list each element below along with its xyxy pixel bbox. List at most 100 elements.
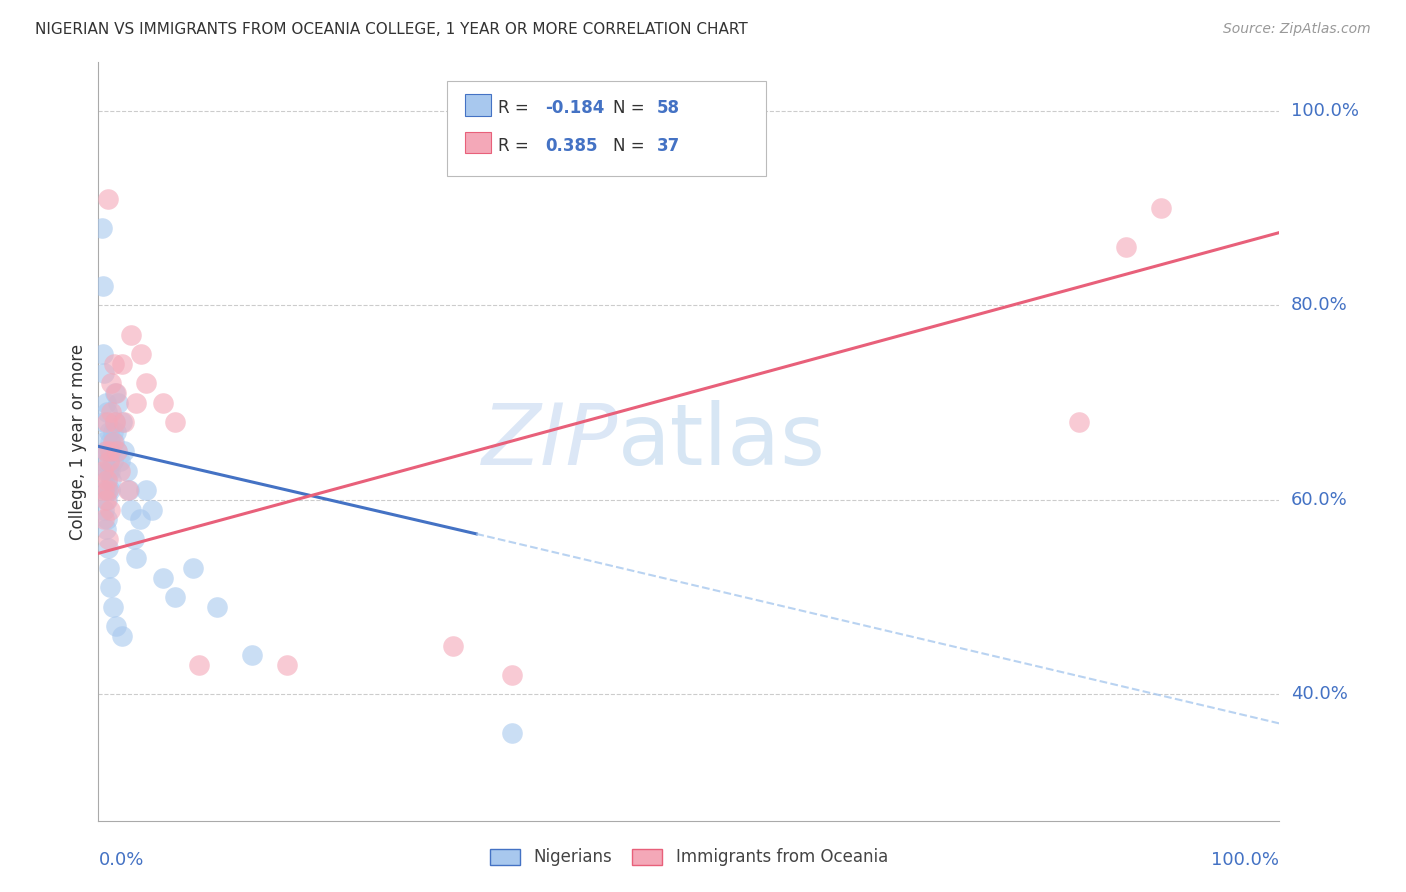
- Point: [100, 444, 122, 458]
- Point: [165, 415, 187, 429]
- Point: [93, 502, 115, 516]
- Point: [100, 376, 122, 391]
- Point: [98, 444, 121, 458]
- Text: N =: N =: [613, 99, 650, 117]
- Text: N =: N =: [613, 136, 650, 155]
- Point: [276, 658, 298, 673]
- Text: atlas: atlas: [619, 400, 827, 483]
- Point: [121, 327, 143, 342]
- Text: NIGERIAN VS IMMIGRANTS FROM OCEANIA COLLEGE, 1 YEAR OR MORE CORRELATION CHART: NIGERIAN VS IMMIGRANTS FROM OCEANIA COLL…: [35, 22, 748, 37]
- Point: [112, 415, 135, 429]
- Point: [118, 483, 141, 497]
- Point: [97, 192, 120, 206]
- Point: [205, 599, 228, 614]
- Point: [240, 648, 263, 663]
- Point: [105, 425, 128, 439]
- Point: [98, 454, 121, 468]
- Point: [111, 415, 134, 429]
- Point: [101, 434, 124, 449]
- Point: [98, 580, 121, 594]
- Point: [104, 386, 127, 401]
- Point: [105, 619, 128, 633]
- Point: [103, 434, 125, 449]
- Point: [98, 561, 121, 575]
- Text: 58: 58: [657, 99, 681, 117]
- Point: [98, 425, 121, 439]
- Point: [97, 483, 120, 497]
- Point: [93, 483, 115, 497]
- Point: [94, 395, 117, 409]
- Point: [96, 405, 118, 419]
- Point: [93, 367, 115, 381]
- Point: [135, 376, 157, 391]
- Point: [94, 444, 117, 458]
- Point: [96, 492, 118, 507]
- Text: 37: 37: [657, 136, 681, 155]
- Legend: Nigerians, Immigrants from Oceania: Nigerians, Immigrants from Oceania: [484, 842, 894, 873]
- Point: [1115, 240, 1137, 254]
- Point: [187, 658, 209, 673]
- Point: [96, 512, 118, 526]
- Point: [98, 464, 121, 478]
- Text: 0.385: 0.385: [546, 136, 598, 155]
- Text: 60.0%: 60.0%: [1291, 491, 1347, 508]
- Point: [94, 483, 117, 497]
- Point: [94, 464, 117, 478]
- Point: [111, 357, 134, 371]
- Y-axis label: College, 1 year or more: College, 1 year or more: [69, 343, 87, 540]
- Point: [93, 434, 115, 449]
- Point: [94, 492, 117, 507]
- FancyBboxPatch shape: [464, 94, 491, 116]
- Point: [104, 415, 127, 429]
- Point: [98, 454, 121, 468]
- Point: [104, 415, 127, 429]
- Point: [96, 415, 118, 429]
- Point: [128, 512, 150, 526]
- Point: [152, 571, 174, 585]
- Point: [125, 551, 148, 566]
- Point: [1150, 201, 1173, 215]
- Point: [96, 474, 118, 488]
- Text: Source: ZipAtlas.com: Source: ZipAtlas.com: [1223, 22, 1371, 37]
- Point: [111, 629, 134, 643]
- Point: [93, 415, 115, 429]
- Point: [100, 405, 122, 419]
- Point: [115, 464, 138, 478]
- Point: [98, 502, 121, 516]
- Point: [141, 502, 163, 516]
- Point: [103, 357, 125, 371]
- Point: [105, 444, 128, 458]
- Point: [441, 639, 464, 653]
- Point: [117, 483, 139, 497]
- Point: [96, 474, 118, 488]
- Point: [93, 454, 115, 468]
- Point: [100, 474, 122, 488]
- Point: [91, 279, 114, 293]
- Point: [96, 444, 118, 458]
- Point: [97, 541, 120, 556]
- Point: [91, 347, 114, 361]
- Point: [112, 444, 135, 458]
- Text: 0.0%: 0.0%: [98, 851, 143, 869]
- Point: [501, 726, 523, 740]
- Point: [101, 454, 124, 468]
- Point: [98, 483, 121, 497]
- FancyBboxPatch shape: [447, 81, 766, 177]
- Text: ZIP: ZIP: [482, 400, 619, 483]
- Text: R =: R =: [498, 136, 534, 155]
- Text: 100.0%: 100.0%: [1291, 102, 1358, 120]
- Point: [501, 668, 523, 682]
- Point: [105, 386, 128, 401]
- Point: [91, 220, 114, 235]
- Point: [135, 483, 157, 497]
- Point: [97, 464, 120, 478]
- Point: [108, 464, 131, 478]
- Point: [101, 599, 124, 614]
- Point: [101, 425, 124, 439]
- Point: [181, 561, 204, 575]
- Point: [97, 483, 120, 497]
- Point: [94, 522, 117, 536]
- Point: [91, 464, 114, 478]
- Point: [98, 434, 121, 449]
- Point: [93, 512, 115, 526]
